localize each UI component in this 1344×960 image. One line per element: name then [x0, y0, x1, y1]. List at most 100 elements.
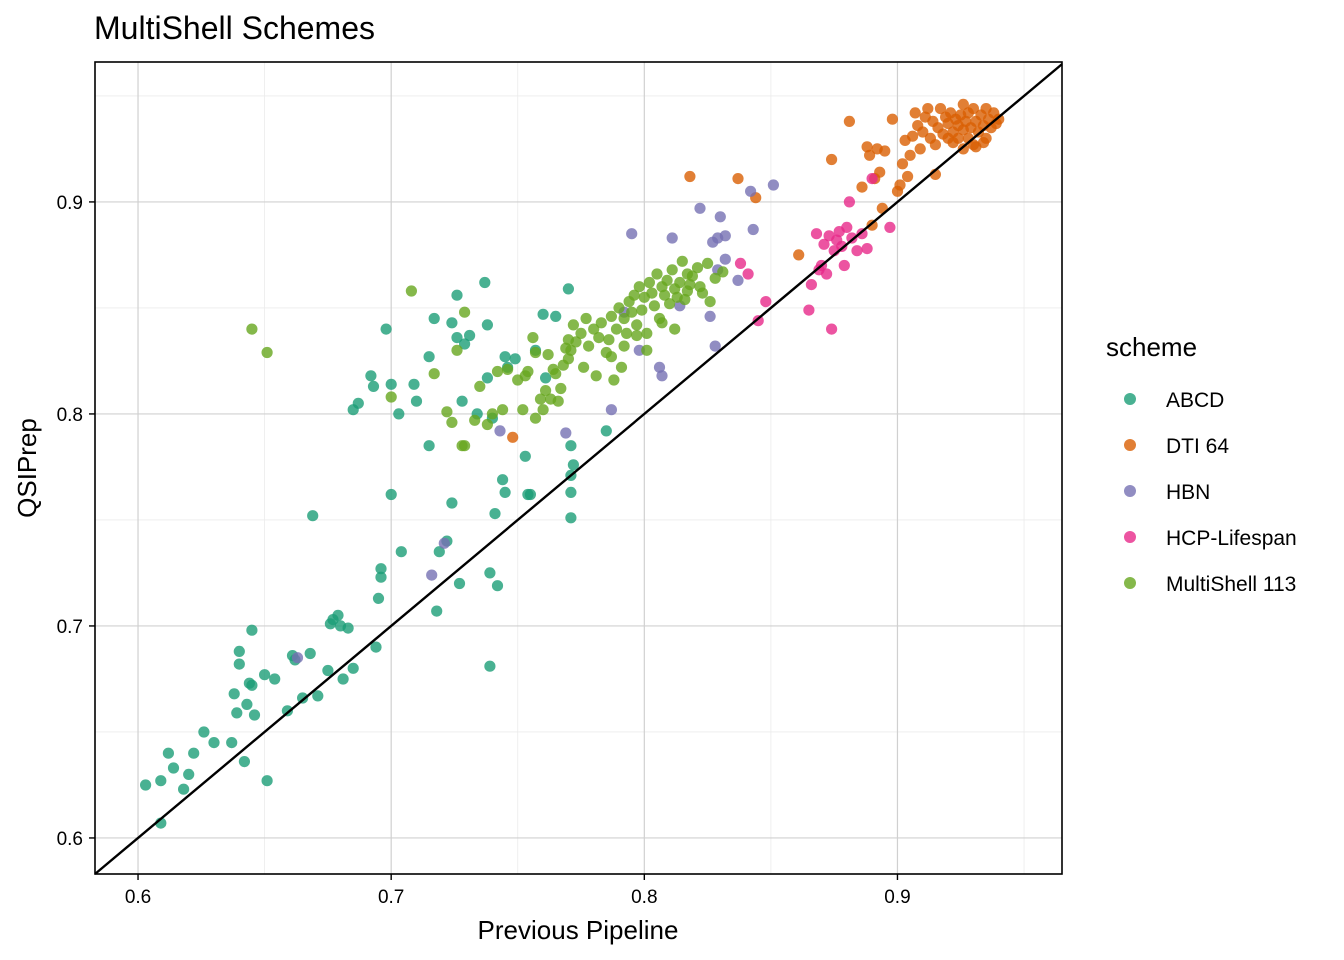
data-point — [248, 709, 261, 721]
data-point — [261, 775, 273, 787]
plot-panel-border — [94, 61, 1063, 875]
data-point — [615, 361, 628, 373]
y-tick-label: 0.9 — [57, 193, 83, 214]
data-point — [370, 641, 382, 653]
data-point — [464, 329, 476, 342]
data-point — [155, 775, 167, 787]
data-point — [337, 673, 349, 685]
data-point — [380, 323, 392, 335]
data-point — [451, 332, 463, 344]
data-point — [666, 232, 678, 244]
data-point — [522, 365, 534, 378]
data-point — [826, 153, 838, 166]
data-point — [484, 660, 496, 672]
legend-key — [1124, 393, 1136, 405]
data-point — [967, 103, 980, 115]
data-point — [659, 289, 671, 301]
data-point — [497, 474, 509, 486]
data-point — [246, 323, 258, 335]
data-point — [550, 368, 562, 380]
data-point — [140, 779, 152, 791]
data-point — [441, 406, 453, 418]
data-point — [238, 756, 250, 768]
data-point — [879, 145, 891, 157]
data-point — [653, 361, 666, 373]
data-point — [656, 370, 668, 382]
data-point — [747, 223, 759, 236]
data-point — [902, 170, 914, 183]
data-point — [565, 440, 577, 452]
data-point — [208, 737, 220, 749]
data-point — [499, 486, 511, 498]
data-point — [993, 113, 1005, 125]
chart-title: MultiShell Schemes — [94, 10, 375, 46]
data-point — [269, 673, 281, 685]
data-point — [484, 567, 496, 579]
data-point — [183, 768, 195, 781]
data-point — [626, 228, 638, 240]
data-point — [372, 592, 385, 605]
data-point — [393, 408, 405, 420]
data-point — [894, 179, 906, 191]
data-point — [856, 181, 868, 193]
data-point — [578, 361, 590, 373]
data-point — [618, 340, 630, 352]
data-point — [691, 262, 704, 274]
legend-key — [1124, 485, 1136, 497]
data-point — [760, 296, 772, 308]
data-point — [162, 747, 174, 759]
y-tick-label: 0.7 — [57, 617, 83, 638]
data-point — [246, 624, 258, 636]
data-point — [565, 512, 577, 524]
data-point — [385, 391, 397, 403]
data-point — [438, 537, 450, 549]
data-point — [304, 647, 316, 660]
data-point — [367, 380, 380, 392]
data-point — [952, 132, 964, 144]
data-point — [322, 664, 334, 677]
data-point — [600, 425, 612, 437]
legend: scheme ABCD DTI 64 HBN HCP-Lifespan MultiShe… — [1106, 332, 1297, 596]
data-point — [836, 240, 848, 252]
data-point — [896, 158, 909, 170]
data-point — [489, 507, 501, 520]
data-point — [838, 259, 850, 272]
data-point — [459, 338, 471, 350]
data-point — [517, 404, 529, 416]
data-point — [524, 488, 537, 501]
legend-title: scheme — [1106, 332, 1197, 362]
data-point — [907, 130, 919, 142]
data-point — [742, 268, 754, 280]
data-point — [474, 380, 486, 392]
data-point — [580, 312, 592, 325]
data-point — [904, 149, 916, 161]
data-point — [502, 363, 514, 375]
data-point — [669, 323, 681, 335]
data-point — [605, 310, 618, 322]
legend-key — [1124, 439, 1136, 451]
data-point — [864, 149, 876, 161]
data-point — [534, 393, 547, 405]
data-point — [233, 658, 245, 670]
data-point — [626, 306, 638, 318]
data-point — [560, 427, 572, 439]
data-point — [446, 497, 458, 509]
data-point — [745, 185, 757, 197]
data-point — [307, 510, 319, 522]
data-point — [636, 304, 648, 316]
data-point — [714, 211, 726, 223]
data-point — [957, 98, 969, 110]
data-point — [178, 783, 190, 795]
data-point — [497, 404, 509, 416]
data-point — [352, 397, 364, 409]
data-point — [590, 370, 602, 382]
data-point — [608, 374, 620, 386]
data-point — [603, 334, 615, 346]
data-point — [732, 274, 744, 286]
data-point — [633, 281, 645, 293]
data-point — [542, 349, 554, 361]
data-point — [843, 196, 856, 208]
data-point — [605, 351, 618, 363]
x-axis-ticks: 0.6 0.7 0.8 0.9 — [125, 874, 911, 908]
data-point — [570, 336, 582, 348]
